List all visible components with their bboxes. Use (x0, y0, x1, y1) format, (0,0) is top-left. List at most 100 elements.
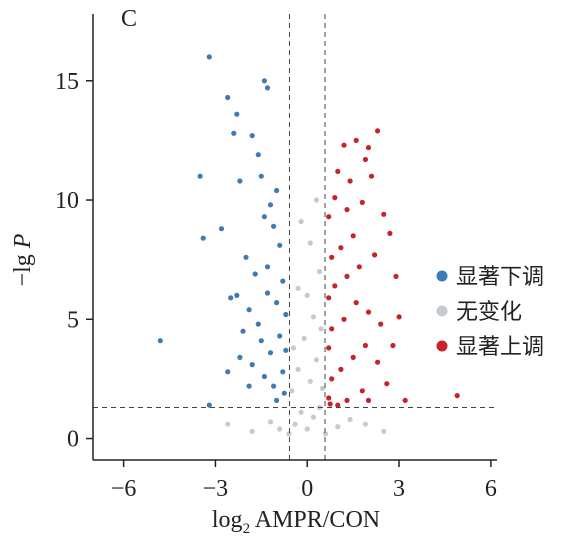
y-tick-label: 5 (67, 307, 79, 333)
point-up (326, 345, 332, 351)
panel-label: C (121, 6, 137, 32)
point-up (390, 342, 396, 349)
y-axis-title-italic: P (10, 233, 36, 249)
point-down (283, 311, 289, 318)
point-down (237, 178, 243, 184)
point-down (200, 235, 206, 241)
point-down (267, 202, 274, 208)
point-unchanged (381, 428, 387, 434)
point-unchanged (298, 409, 304, 415)
point-unchanged (295, 285, 301, 291)
point-down (249, 362, 255, 368)
point-up (384, 381, 390, 387)
point-down (258, 173, 264, 179)
y-axis-title-main: lg (10, 248, 36, 273)
point-down (283, 347, 289, 353)
point-unchanged (307, 378, 313, 384)
point-up (326, 214, 332, 220)
point-down (206, 54, 212, 60)
point-down (255, 321, 261, 327)
point-down (274, 187, 280, 194)
point-down (249, 133, 255, 139)
x-tick-label: 3 (393, 476, 405, 502)
point-up (362, 156, 368, 163)
point-unchanged (225, 421, 231, 427)
point-unchanged (323, 431, 329, 437)
point-unchanged (310, 414, 316, 420)
point-unchanged (347, 416, 353, 423)
point-up (344, 273, 350, 279)
point-up (353, 137, 359, 143)
point-down (206, 402, 212, 408)
point-down (277, 242, 283, 248)
x-tick-label: 0 (301, 476, 313, 502)
point-down (252, 271, 258, 277)
point-unchanged (289, 388, 295, 394)
point-down (157, 338, 163, 344)
point-down (258, 338, 264, 344)
legend-label-up: 显著上调 (456, 335, 544, 360)
legend: 显著下调 无变化 显著上调 (436, 265, 544, 360)
point-unchanged (310, 314, 316, 320)
x-tick-label: −6 (111, 476, 137, 502)
legend-marker-down (436, 270, 448, 282)
point-up (329, 326, 335, 332)
point-up (359, 388, 365, 394)
point-unchanged (304, 292, 310, 298)
point-up (375, 128, 381, 134)
point-unchanged (313, 197, 319, 203)
point-unchanged (316, 269, 323, 275)
point-unchanged (286, 431, 292, 437)
point-up (326, 295, 332, 301)
point-up (335, 402, 341, 408)
point-unchanged (298, 218, 304, 225)
point-up (365, 145, 372, 151)
point-up (375, 359, 381, 365)
y-ticks: 0 5 10 15 (55, 69, 93, 453)
x-axis-title-prefix: log (212, 507, 243, 533)
point-down (274, 300, 280, 306)
point-unchanged (362, 421, 368, 427)
point-up (365, 309, 372, 315)
point-up (356, 264, 362, 270)
x-axis-title-suffix: AMPR/CON (250, 507, 380, 533)
point-down (255, 152, 261, 158)
y-tick-label: 0 (67, 427, 79, 453)
y-axis-title: −lg P (10, 233, 36, 286)
point-down (240, 328, 246, 334)
threshold-lines (93, 14, 497, 460)
point-down (281, 390, 287, 396)
point-down (261, 78, 267, 84)
point-down (225, 369, 231, 375)
point-unchanged (304, 426, 310, 432)
point-down (231, 130, 237, 136)
point-unchanged (249, 428, 255, 434)
point-up (332, 283, 338, 289)
legend-label-unchanged: 无变化 (456, 300, 522, 325)
point-up (338, 366, 344, 372)
point-up (381, 211, 387, 217)
point-down (237, 354, 243, 360)
x-ticks: −6 −3 0 3 6 (111, 460, 497, 502)
point-up (341, 142, 347, 148)
point-up (326, 395, 332, 401)
point-down (243, 254, 249, 260)
point-up (335, 168, 341, 174)
point-up (327, 401, 333, 407)
point-up (344, 397, 350, 403)
point-unchanged (319, 385, 326, 391)
point-unchanged (267, 419, 274, 425)
y-tick-label: 10 (55, 188, 79, 214)
point-unchanged (318, 326, 324, 332)
point-down (246, 307, 252, 313)
point-down (277, 333, 283, 339)
point-up (329, 376, 335, 382)
point-unchanged (313, 357, 319, 363)
point-unchanged (301, 335, 307, 341)
point-unchanged (295, 366, 301, 372)
point-down (261, 373, 267, 380)
y-tick-label: 15 (55, 69, 79, 95)
point-down (234, 111, 240, 117)
point-down (246, 383, 252, 389)
point-up (359, 199, 365, 205)
